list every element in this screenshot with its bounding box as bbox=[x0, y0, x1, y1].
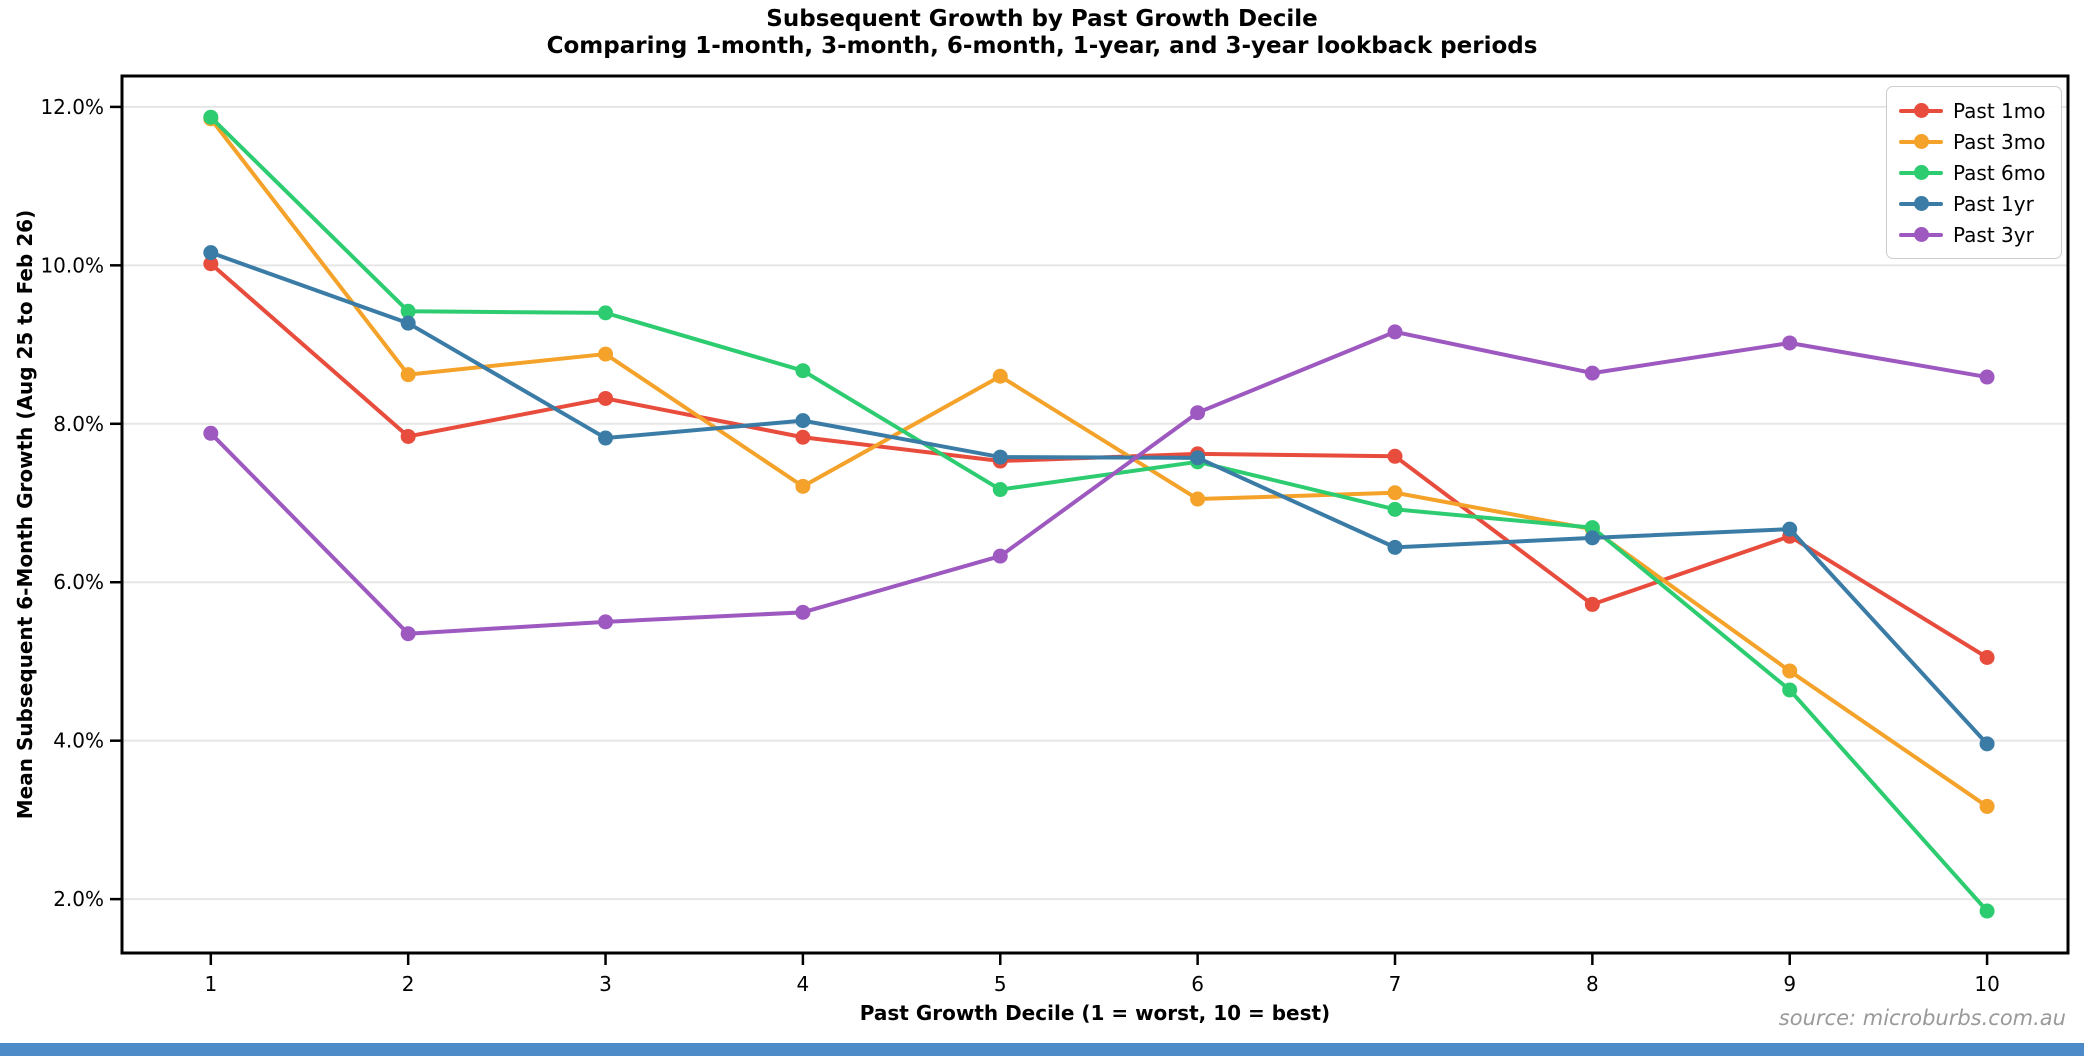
data-point-past-1yr-x1 bbox=[203, 245, 219, 261]
y-tick-label: 2.0% bbox=[53, 887, 104, 911]
series-line-past-3mo bbox=[208, 116, 1990, 809]
legend-item-past-1yr: Past 1yr bbox=[1899, 188, 2049, 219]
x-tick-label: 8 bbox=[1586, 972, 1599, 996]
data-point-past-1mo-x10 bbox=[1979, 649, 1995, 665]
plot-border bbox=[120, 74, 2070, 955]
legend-dot-icon bbox=[1913, 196, 1929, 211]
legend-label: Past 1yr bbox=[1953, 191, 2034, 216]
legend-dot-icon bbox=[1913, 103, 1929, 118]
data-point-past-6mo-x5 bbox=[992, 482, 1008, 498]
data-point-past-6mo-x1 bbox=[203, 109, 219, 125]
data-point-past-1mo-x8 bbox=[1584, 596, 1600, 612]
data-point-past-3yr-x1 bbox=[203, 425, 219, 441]
x-tick-label: 10 bbox=[1974, 972, 1999, 996]
data-point-past-1yr-x8 bbox=[1584, 530, 1600, 546]
series-line-past-6mo bbox=[208, 115, 1990, 914]
legend-swatch-past-3mo bbox=[1899, 134, 1943, 149]
data-point-past-3mo-x5 bbox=[992, 368, 1008, 384]
x-tick-label: 6 bbox=[1191, 972, 1204, 996]
data-point-past-3yr-x8 bbox=[1584, 365, 1600, 381]
data-point-past-1mo-x1 bbox=[203, 256, 219, 272]
x-tick-label: 9 bbox=[1783, 972, 1796, 996]
legend-label: Past 3yr bbox=[1953, 222, 2034, 247]
data-point-past-1mo-x2 bbox=[400, 428, 416, 444]
data-point-past-3yr-x5 bbox=[992, 548, 1008, 564]
series-line-past-1yr bbox=[208, 250, 1990, 746]
data-point-past-6mo-x7 bbox=[1387, 501, 1403, 517]
chart-title: Subsequent Growth by Past Growth Decile bbox=[766, 6, 1318, 32]
x-tick-label: 5 bbox=[994, 972, 1007, 996]
data-point-past-1mo-x4 bbox=[795, 429, 811, 445]
legend: Past 1mo Past 3mo Past 6mo Past 1yr Past 3yr bbox=[1886, 86, 2062, 259]
legend-swatch-past-1mo bbox=[1899, 103, 1943, 118]
data-point-past-3mo-x4 bbox=[795, 478, 811, 494]
series-line-past-3yr bbox=[208, 329, 1990, 636]
x-tick-label: 7 bbox=[1389, 972, 1402, 996]
legend-item-past-6mo: Past 6mo bbox=[1899, 157, 2049, 188]
legend-swatch-past-3yr bbox=[1899, 227, 1943, 242]
legend-label: Past 3mo bbox=[1953, 129, 2046, 154]
x-tick-label: 3 bbox=[599, 972, 612, 996]
legend-item-past-1mo: Past 1mo bbox=[1899, 95, 2049, 126]
y-tick-label: 4.0% bbox=[53, 729, 104, 753]
y-tick-label: 8.0% bbox=[53, 412, 104, 436]
data-point-past-3mo-x9 bbox=[1782, 663, 1798, 679]
data-point-past-1mo-x7 bbox=[1387, 448, 1403, 464]
data-point-past-1yr-x2 bbox=[400, 315, 416, 331]
legend-dot-icon bbox=[1913, 227, 1929, 242]
data-point-past-6mo-x9 bbox=[1782, 682, 1798, 698]
data-point-past-1yr-x4 bbox=[795, 413, 811, 429]
x-tick-label: 1 bbox=[204, 972, 217, 996]
x-tick-label: 2 bbox=[402, 972, 415, 996]
legend-dot-icon bbox=[1913, 165, 1929, 180]
data-point-past-1yr-x3 bbox=[598, 430, 614, 446]
data-point-past-3yr-x6 bbox=[1190, 405, 1206, 421]
legend-swatch-past-1yr bbox=[1899, 196, 1943, 211]
data-point-past-3mo-x6 bbox=[1190, 491, 1206, 507]
legend-swatch-past-6mo bbox=[1899, 165, 1943, 180]
y-tick-label: 12.0% bbox=[40, 95, 104, 119]
data-point-past-3yr-x10 bbox=[1979, 369, 1995, 385]
legend-label: Past 1mo bbox=[1953, 98, 2046, 123]
data-point-past-3mo-x3 bbox=[598, 346, 614, 362]
data-point-past-3yr-x2 bbox=[400, 626, 416, 642]
data-point-past-3yr-x3 bbox=[598, 614, 614, 630]
x-axis-label: Past Growth Decile (1 = worst, 10 = best… bbox=[860, 1001, 1330, 1025]
legend-dot-icon bbox=[1913, 134, 1929, 149]
y-tick-label: 10.0% bbox=[40, 253, 104, 277]
data-point-past-6mo-x3 bbox=[598, 305, 614, 321]
legend-item-past-3mo: Past 3mo bbox=[1899, 126, 2049, 157]
data-point-past-3yr-x7 bbox=[1387, 324, 1403, 340]
chart-subtitle: Comparing 1-month, 3-month, 6-month, 1-y… bbox=[546, 33, 1538, 59]
data-point-past-1yr-x9 bbox=[1782, 521, 1798, 537]
legend-item-past-3yr: Past 3yr bbox=[1899, 219, 2049, 250]
data-point-past-6mo-x10 bbox=[1979, 903, 1995, 919]
y-tick-label: 6.0% bbox=[53, 570, 104, 594]
y-axis-label: Mean Subsequent 6-Month Growth (Aug 25 t… bbox=[13, 210, 37, 819]
data-point-past-1yr-x5 bbox=[992, 449, 1008, 465]
data-point-past-1yr-x6 bbox=[1190, 450, 1206, 466]
data-point-past-1mo-x3 bbox=[598, 390, 614, 406]
data-point-past-3mo-x10 bbox=[1979, 798, 1995, 814]
data-point-past-6mo-x8 bbox=[1584, 520, 1600, 536]
data-point-past-6mo-x4 bbox=[795, 363, 811, 379]
data-point-past-3mo-x2 bbox=[400, 367, 416, 383]
x-tick-label: 4 bbox=[797, 972, 810, 996]
data-point-past-3mo-x7 bbox=[1387, 485, 1403, 501]
data-point-past-1yr-x10 bbox=[1979, 736, 1995, 752]
legend-label: Past 6mo bbox=[1953, 160, 2046, 185]
series-line-past-1mo bbox=[208, 261, 1990, 660]
title-block: Subsequent Growth by Past Growth Decile … bbox=[0, 6, 2084, 60]
data-point-past-1yr-x7 bbox=[1387, 539, 1403, 555]
data-point-past-3yr-x4 bbox=[795, 604, 811, 620]
data-point-past-3yr-x9 bbox=[1782, 335, 1798, 351]
bottom-bar bbox=[0, 1043, 2084, 1056]
data-point-past-6mo-x2 bbox=[400, 303, 416, 319]
source-attribution: source: microburbs.com.au bbox=[1778, 1006, 2066, 1030]
